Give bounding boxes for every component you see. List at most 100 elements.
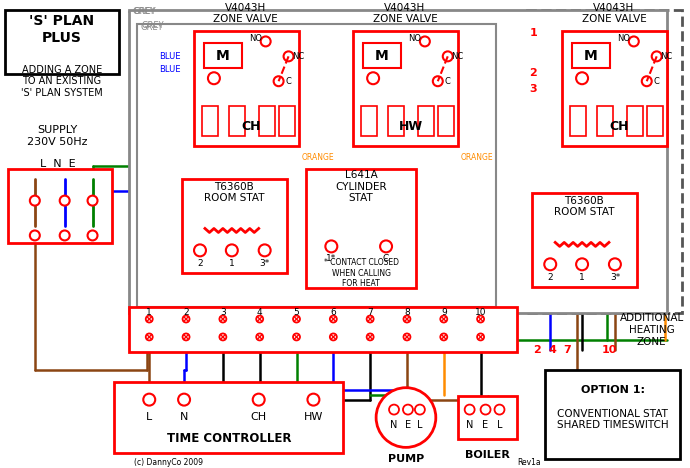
Text: * CONTACT CLOSED
WHEN CALLING
FOR HEAT: * CONTACT CLOSED WHEN CALLING FOR HEAT [324,258,399,288]
Circle shape [576,72,588,84]
Bar [627,106,643,136]
Text: N: N [180,411,188,422]
Circle shape [178,394,190,406]
Bar [8,169,112,243]
Text: N: N [466,420,473,431]
Text: E: E [482,420,489,431]
Text: 3*: 3* [259,259,270,268]
Circle shape [420,37,430,46]
Text: ADDING A ZONE
TO AN EXISTING
'S' PLAN SYSTEM: ADDING A ZONE TO AN EXISTING 'S' PLAN SY… [21,65,103,98]
Text: 1: 1 [146,307,152,316]
Bar [527,9,682,313]
Circle shape [253,394,265,406]
Circle shape [609,258,621,271]
Circle shape [376,388,436,447]
Circle shape [480,405,491,415]
Text: 10: 10 [601,345,617,355]
Bar [204,44,241,68]
Text: 4: 4 [257,307,262,316]
Text: ORANGE: ORANGE [302,154,334,162]
Circle shape [403,405,413,415]
Text: BLUE: BLUE [159,52,181,61]
Circle shape [380,241,392,252]
Text: 2: 2 [197,259,203,268]
Text: V4043H
ZONE VALVE: V4043H ZONE VALVE [373,3,437,24]
Text: E: E [405,420,411,431]
Circle shape [404,334,411,340]
Bar [363,44,401,68]
Bar [647,106,662,136]
Circle shape [88,230,97,241]
Text: 4: 4 [549,345,556,355]
Circle shape [146,334,152,340]
Circle shape [642,76,652,86]
Text: GREY: GREY [132,7,155,16]
Text: 8: 8 [404,307,410,316]
Text: CH: CH [610,119,629,132]
Circle shape [440,315,447,322]
Text: 1: 1 [579,273,585,282]
Text: 1*: 1* [326,254,337,263]
Text: CH: CH [241,119,261,132]
Circle shape [576,258,588,271]
Circle shape [366,334,373,340]
Circle shape [443,51,453,61]
Text: NO: NO [249,34,262,43]
Text: C: C [383,254,389,263]
Circle shape [60,230,70,241]
Text: 2: 2 [533,345,541,355]
Bar [259,106,275,136]
Circle shape [330,315,337,322]
Text: NO: NO [618,34,631,43]
Bar [137,23,495,307]
Bar [418,106,434,136]
Circle shape [629,37,639,46]
Text: M: M [216,49,230,63]
Text: 7: 7 [367,307,373,316]
Bar [572,44,610,68]
Circle shape [440,334,447,340]
Circle shape [88,196,97,205]
Circle shape [183,334,190,340]
Text: NO: NO [408,34,422,43]
Text: 3: 3 [529,84,537,94]
Circle shape [208,72,220,84]
Text: M: M [375,49,389,63]
Circle shape [433,76,443,86]
Bar [306,169,416,288]
Circle shape [259,244,270,256]
Bar [279,106,295,136]
Text: NC: NC [660,52,673,61]
Circle shape [477,315,484,322]
Text: C: C [445,77,451,86]
Circle shape [284,51,293,61]
Text: V4043H
ZONE VALVE: V4043H ZONE VALVE [582,3,647,24]
Text: C: C [653,77,660,86]
Text: 2: 2 [529,68,538,78]
Text: NC: NC [293,52,304,61]
Bar [115,382,344,453]
Circle shape [261,37,270,46]
Circle shape [366,315,373,322]
Circle shape [183,315,190,322]
Text: CONVENTIONAL STAT
SHARED TIMESWITCH: CONVENTIONAL STAT SHARED TIMESWITCH [557,409,669,430]
Text: C: C [286,77,291,86]
Bar [570,106,586,136]
Circle shape [219,334,226,340]
Circle shape [389,405,399,415]
Circle shape [544,258,556,271]
Circle shape [219,315,226,322]
Text: T6360B
ROOM STAT: T6360B ROOM STAT [554,196,614,218]
Text: T6360B
ROOM STAT: T6360B ROOM STAT [204,182,264,204]
Bar [202,106,218,136]
Text: BLUE: BLUE [159,65,181,74]
Bar [457,395,518,439]
Text: TIME CONTROLLER: TIME CONTROLLER [166,432,291,445]
Circle shape [144,394,155,406]
Circle shape [477,334,484,340]
Text: 2: 2 [184,307,189,316]
Text: ADDITIONAL
HEATING
ZONE: ADDITIONAL HEATING ZONE [620,314,684,347]
Text: L: L [146,411,152,422]
Circle shape [326,241,337,252]
Circle shape [330,334,337,340]
